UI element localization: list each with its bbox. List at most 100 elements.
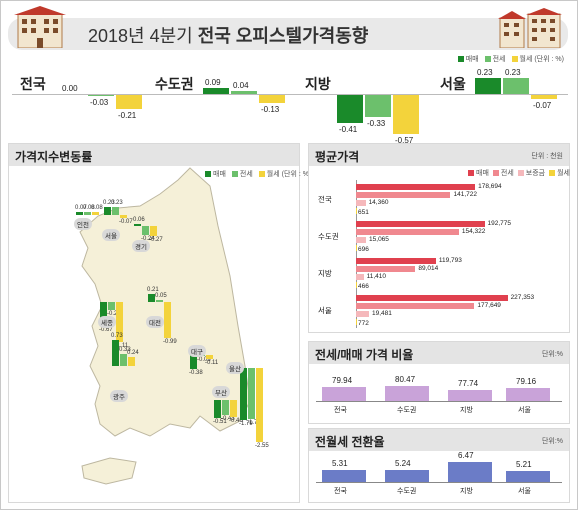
avg-bar-value: 178,694 (478, 183, 502, 190)
map-bar-value: -0.99 (163, 338, 177, 345)
map-city-label: 대구 (188, 345, 206, 357)
map-bar-value: -1.77 (247, 420, 261, 427)
map-bar (134, 223, 141, 226)
summary-value: -0.13 (261, 105, 280, 115)
avg-bar-value: 11,410 (366, 273, 386, 280)
vbar-value: 79.16 (516, 376, 537, 386)
vbar (322, 469, 366, 482)
map-bar (128, 357, 135, 366)
map-city-label: 서울 (102, 229, 120, 241)
avg-bar-value: 466 (358, 283, 369, 290)
vbar-category-label: 전국 (334, 488, 347, 495)
avg-bar-value: 177,649 (477, 302, 501, 309)
vbar-category-label: 서울 (518, 407, 531, 414)
map-bar (222, 400, 229, 416)
vbar-category-label: 서울 (518, 488, 531, 495)
avg-bar-value: 15,065 (369, 236, 389, 243)
vbar (385, 385, 429, 401)
vbar (506, 470, 550, 482)
summary-bar (116, 94, 142, 109)
map-city-label: 대전 (146, 316, 164, 328)
map-legend: 매매 전세 월세 (단위 : %) (205, 169, 311, 179)
conversion-title: 전월세 전환율 단위:% (309, 429, 569, 451)
map-bar (214, 400, 221, 419)
summary-bar (231, 91, 257, 94)
building-right-icon (498, 8, 562, 48)
map-bar-value: 0.08 (83, 205, 95, 212)
map-bar (76, 212, 83, 215)
avg-bar (356, 221, 485, 227)
vbar (322, 386, 366, 401)
vbar-axis (316, 401, 562, 402)
vbar-value: 5.24 (395, 459, 411, 469)
avg-bar (356, 295, 508, 301)
summary-region-label: 수도권 (155, 76, 194, 92)
map-bar-value: -0.27 (149, 236, 163, 243)
map-bar (112, 339, 119, 366)
summary-value: -0.57 (395, 135, 414, 145)
map-bar-value: -0.24 (141, 235, 155, 242)
vbar (448, 389, 492, 401)
map-bar (108, 302, 115, 310)
title-band (8, 18, 568, 50)
map-bar-value: 0.06 (133, 216, 145, 223)
map-bar-value: 0.07 (75, 205, 87, 212)
avg-bar (356, 311, 369, 317)
map-bar (240, 368, 247, 420)
map-bar-value: 0.23 (111, 199, 123, 206)
summary-bar (88, 94, 114, 97)
avg-bar (356, 282, 357, 288)
avg-axis-line (356, 180, 357, 328)
avg-bar-value: 772 (358, 320, 369, 327)
ratio-panel: 전세/매매 가격 비율 단위:% (308, 341, 570, 424)
avg-bar (356, 274, 364, 280)
map-bar-value: 0.23 (103, 199, 115, 206)
summary-value: -0.21 (118, 110, 137, 120)
summary-bar (503, 77, 529, 94)
map-bar (190, 355, 197, 369)
avg-bar (356, 184, 476, 190)
map-bar-value: -1.79 (239, 420, 253, 427)
map-city-label: 광주 (110, 390, 128, 402)
summary-bar (531, 94, 557, 99)
summary-value: 0.04 (233, 81, 249, 91)
map-bar-value: -0.51 (213, 419, 227, 426)
map-city-label: 부산 (212, 386, 230, 398)
avg-bar-value: 89,014 (418, 265, 439, 272)
avg-price-title: 평균가격 단위 : 천원 (309, 144, 569, 166)
summary-value: -0.41 (339, 124, 358, 134)
map-bar (148, 294, 155, 302)
map-bar (230, 400, 237, 417)
map-bar-value: -0.03 (197, 357, 211, 364)
summary-value: -0.07 (533, 100, 552, 110)
summary-value: 0.09 (205, 77, 221, 87)
vbar-value: 80.47 (395, 374, 416, 384)
map-bar (156, 300, 163, 302)
avg-price-legend: 매매 전세 보증금 월세 (468, 168, 570, 178)
map-bar (112, 206, 119, 215)
vbar-category-label: 전국 (334, 407, 347, 414)
vbar-category-label: 수도권 (397, 407, 417, 414)
summary-bar (393, 94, 419, 134)
map-bar-value: 0.21 (147, 287, 159, 294)
avg-bar (356, 245, 357, 251)
avg-bar (356, 266, 416, 272)
avg-bar (356, 237, 367, 243)
vbar (506, 387, 550, 401)
map-bar (116, 302, 123, 342)
page-title: 2018년 4분기 전국 오피스텔가격동향 (88, 26, 369, 46)
avg-bar-value: 141,722 (453, 191, 477, 198)
map-bar-value: -0.46 (229, 417, 243, 424)
map-bar (256, 368, 263, 442)
vbar (448, 462, 492, 482)
map-bar (120, 215, 127, 218)
avg-bar-value: 119,793 (438, 257, 462, 264)
avg-bar-value: 696 (358, 246, 369, 253)
summary-bar (337, 94, 363, 123)
vbar-value: 5.21 (516, 459, 532, 469)
building-left-icon (14, 6, 66, 48)
summary-region-label: 지방 (305, 76, 331, 92)
summary-bar (259, 94, 285, 104)
vbar (385, 470, 429, 482)
avg-bar (356, 200, 366, 206)
